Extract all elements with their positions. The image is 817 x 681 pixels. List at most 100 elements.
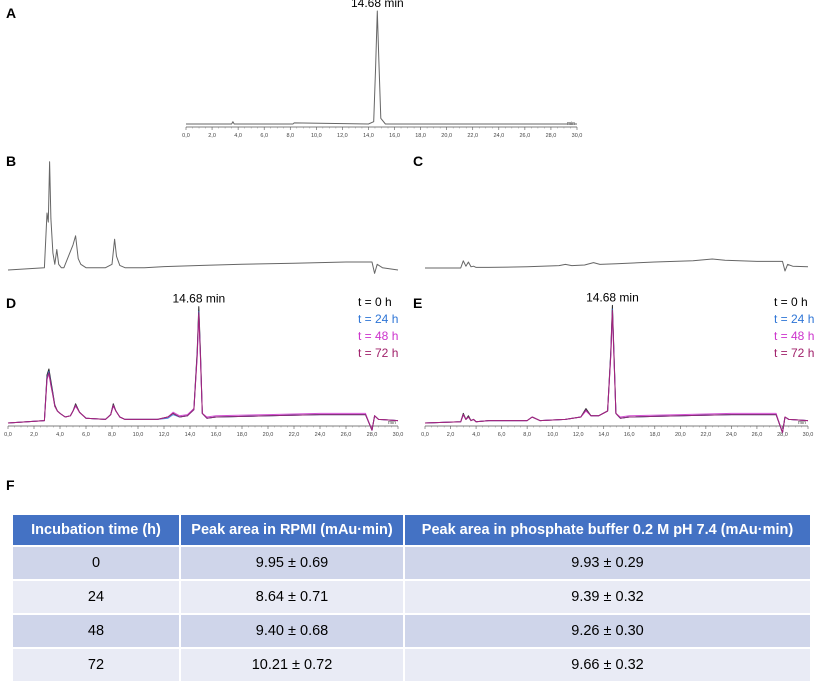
x-tick-label: 10,0	[311, 133, 322, 139]
x-tick-label: 8,0	[286, 133, 294, 139]
figure-canvas: A B C D E F 0,0 2,0 4,0 6,0 8,0 10,0 12,0 14,0 1…	[4, 0, 814, 493]
table-row: 72 10.21 ± 0.72 9.66 ± 0.32	[13, 647, 810, 681]
x-tick-label: 4,0	[472, 432, 480, 438]
x-tick-label: 8,0	[523, 432, 531, 438]
x-tick-label: 4,0	[56, 432, 64, 438]
x-tick-label: 6,0	[82, 432, 90, 438]
x-tick-label: 18,0	[649, 432, 660, 438]
x-tick-label: 12,0	[337, 133, 348, 139]
peak-annotation: 14.68 min	[351, 0, 404, 10]
x-tick-label: 24,0	[315, 432, 326, 438]
x-tick-label: 6,0	[260, 133, 268, 139]
x-tick-label: 26,0	[341, 432, 352, 438]
x-tick-label: 20,0	[441, 133, 452, 139]
chromatogram-a: 0,0 2,0 4,0 6,0 8,0 10,0 12,0 14,0 16,0 18,0 20,0 2…	[182, 0, 582, 139]
table-cell: 24	[13, 579, 181, 614]
peak-area-table: Incubation time (h) Peak area in RPMI (m…	[13, 515, 810, 681]
x-tick-label: 16,0	[624, 432, 635, 438]
x-tick-label: 26,0	[520, 133, 531, 139]
x-tick-label: 22,0	[289, 432, 300, 438]
table-cell: 48	[13, 613, 181, 648]
series-line-trace	[186, 10, 577, 125]
x-tick-label: 10,0	[133, 432, 144, 438]
table-cell: 9.40 ± 0.68	[180, 613, 405, 648]
peak-annotation: 14.68 min	[172, 292, 225, 306]
panel-label-a: A	[6, 5, 16, 21]
legend-entry: t = 72 h	[774, 346, 814, 360]
x-tick-label: 16,0	[389, 133, 400, 139]
legend-entry: t = 0 h	[774, 295, 808, 309]
x-tick-label: 8,0	[108, 432, 116, 438]
x-tick-label: 12,0	[573, 432, 584, 438]
x-tick-label: 0,0	[4, 432, 12, 438]
x-tick-label: 12,0	[159, 432, 170, 438]
panel-label-f: F	[6, 477, 15, 493]
x-tick-label: 28,0	[367, 432, 378, 438]
x-unit-label: min	[798, 420, 806, 426]
x-tick-label: 30,0	[803, 432, 814, 438]
legend-entry: t = 0 h	[358, 295, 392, 309]
series-line-trace	[425, 258, 809, 272]
table-cell: 72	[13, 647, 181, 681]
series-line-t-24-h	[7, 310, 399, 431]
table-cell: 9.93 ± 0.29	[404, 545, 810, 580]
x-tick-label: 20,0	[675, 432, 686, 438]
series-line-t-48-h	[7, 314, 399, 431]
series-line-t-72-h	[424, 309, 809, 434]
x-tick-label: 18,0	[237, 432, 248, 438]
x-tick-label: 2,0	[30, 432, 38, 438]
x-tick-label: 0,0	[421, 432, 429, 438]
x-tick-label: 30,0	[572, 133, 583, 139]
x-tick-label: 22,0	[701, 432, 712, 438]
table-row: 0 9.95 ± 0.69 9.93 ± 0.29	[13, 545, 810, 580]
chromatogram-c	[425, 258, 809, 272]
table-cell: 10.21 ± 0.72	[180, 647, 405, 681]
legend-entry: t = 24 h	[358, 312, 398, 326]
column-header: Peak area in RPMI (mAu·min)	[180, 515, 405, 546]
table-row: 48 9.40 ± 0.68 9.26 ± 0.30	[13, 613, 810, 648]
series-line-trace	[7, 161, 399, 274]
x-tick-label: 24,0	[726, 432, 737, 438]
legend-entry: t = 48 h	[358, 329, 398, 343]
x-unit-label: min	[388, 420, 396, 426]
series-line-t-72-h	[7, 312, 399, 431]
panel-label-e: E	[413, 295, 422, 311]
table-cell: 9.95 ± 0.69	[180, 545, 405, 580]
peak-annotation: 14.68 min	[586, 290, 639, 304]
x-tick-label: 20,0	[263, 432, 274, 438]
x-tick-label: 6,0	[498, 432, 506, 438]
table-cell: 8.64 ± 0.71	[180, 579, 405, 614]
legend-entry: t = 48 h	[774, 329, 814, 343]
legend-entry: t = 72 h	[358, 346, 398, 360]
chromatogram-b	[7, 161, 399, 274]
x-tick-label: 22,0	[467, 133, 478, 139]
x-tick-label: 14,0	[363, 133, 374, 139]
x-tick-label: 28,0	[777, 432, 788, 438]
x-tick-label: 0,0	[182, 133, 190, 139]
x-tick-label: 30,0	[393, 432, 404, 438]
table-header-row: Incubation time (h) Peak area in RPMI (m…	[13, 515, 810, 546]
column-header: Incubation time (h)	[13, 515, 181, 546]
x-tick-label: 24,0	[493, 133, 504, 139]
series-line-t-0-h	[7, 306, 399, 431]
x-tick-label: 4,0	[234, 133, 242, 139]
chromatogram-d: 0,0 2,0 4,0 6,0 8,0 10,0 12,0 14,0 16,0 18,0 20,0 2…	[4, 292, 403, 438]
table-row: 24 8.64 ± 0.71 9.39 ± 0.32	[13, 579, 810, 614]
legend-entry: t = 24 h	[774, 312, 814, 326]
chromatogram-e: 0,0 2,0 4,0 6,0 8,0 10,0 12,0 14,0 16,0 18,0 20,0 2…	[421, 290, 814, 438]
x-tick-label: 28,0	[546, 133, 557, 139]
table-cell: 0	[13, 545, 181, 580]
table-cell: 9.26 ± 0.30	[404, 613, 810, 648]
x-tick-label: 2,0	[208, 133, 216, 139]
panel-label-c: C	[413, 153, 423, 169]
panel-label-d: D	[6, 295, 16, 311]
x-tick-label: 2,0	[447, 432, 455, 438]
x-tick-label: 14,0	[185, 432, 196, 438]
table-cell: 9.66 ± 0.32	[404, 647, 810, 681]
x-tick-label: 14,0	[598, 432, 609, 438]
x-tick-label: 10,0	[547, 432, 558, 438]
table-cell: 9.39 ± 0.32	[404, 579, 810, 614]
x-tick-label: 18,0	[415, 133, 426, 139]
x-tick-label: 16,0	[211, 432, 222, 438]
x-tick-label: 26,0	[752, 432, 763, 438]
